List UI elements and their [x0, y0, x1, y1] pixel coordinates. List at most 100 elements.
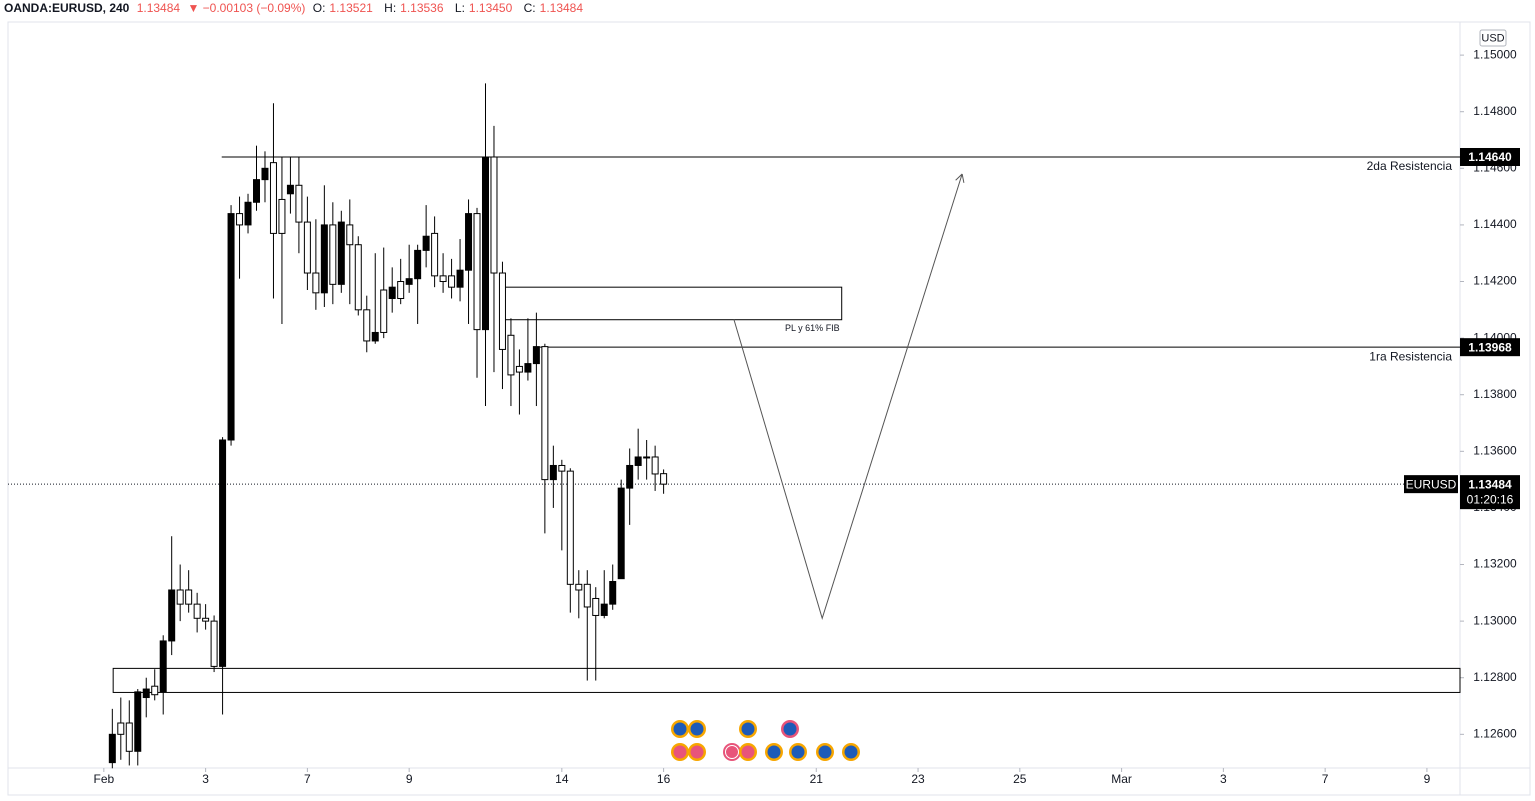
candle-body [193, 603, 201, 619]
x-tick-label: 9 [1424, 772, 1431, 786]
candle-body [278, 198, 286, 234]
candle-body [142, 688, 150, 699]
candle-body [236, 213, 244, 226]
event-icon [725, 745, 739, 759]
zone [112, 667, 1461, 693]
x-tick-label: 7 [304, 772, 311, 786]
candle-body [549, 464, 557, 481]
candle-body [439, 275, 447, 283]
candle-body [456, 269, 464, 288]
candle-body [431, 232, 439, 277]
candle-body [244, 201, 252, 226]
candle-body [643, 456, 651, 459]
event-icon [690, 745, 704, 759]
event-icon [791, 745, 805, 759]
candle-body [575, 583, 583, 591]
candle-body [219, 439, 227, 667]
candle-body [202, 617, 210, 622]
candle-body [422, 235, 430, 251]
candle-body [566, 470, 574, 585]
ohlc-high: H: 1.13536 [384, 1, 447, 15]
candle-body [269, 162, 277, 234]
y-tick-label: 1.12600 [1473, 726, 1517, 740]
y-tick-label: 1.14400 [1473, 217, 1517, 231]
x-tick-label: 16 [657, 772, 671, 786]
candle-body [151, 685, 159, 696]
candle-body [108, 733, 116, 764]
arrow-head [961, 173, 965, 183]
candle-body [515, 365, 523, 373]
event-icon [741, 745, 755, 759]
candle-body [303, 221, 311, 274]
value: 1.13521 [329, 1, 373, 15]
candle-body [397, 281, 405, 299]
candle-body [651, 456, 659, 475]
event-icon [690, 722, 704, 736]
candle-body [371, 331, 379, 342]
current-price-tag [1460, 475, 1520, 510]
candle-body [600, 603, 608, 616]
candle-body [498, 272, 506, 350]
event-icon [767, 745, 781, 759]
candle-body [312, 272, 320, 294]
candle-body [125, 722, 133, 752]
candle-body [320, 224, 328, 294]
candle-body [524, 363, 532, 373]
x-tick-label: 21 [810, 772, 824, 786]
label: H: [384, 1, 397, 15]
label: C: [523, 1, 536, 15]
y-tick-label: 1.14800 [1473, 104, 1517, 118]
x-tick-label: 25 [1013, 772, 1027, 786]
candle-body [295, 184, 303, 223]
candle-body [558, 464, 566, 472]
candle-body [660, 473, 668, 485]
symbol-tag-label: EURUSD [1406, 477, 1457, 491]
candle-body [329, 224, 337, 285]
y-tick-label: 1.13200 [1473, 557, 1517, 571]
candle-body [210, 620, 218, 667]
candle-body [626, 464, 634, 489]
frame [7, 21, 1531, 796]
symbol: OANDA:EURUSD, 240 [4, 1, 130, 15]
x-tick-label: Feb [93, 772, 114, 786]
candle-body [405, 278, 413, 285]
y-tick-label: 1.15000 [1473, 47, 1517, 61]
candle-body [159, 640, 167, 693]
x-tick-label: 7 [1322, 772, 1329, 786]
candle-body [253, 179, 261, 203]
level-name: 2da Resistencia [1367, 159, 1453, 173]
ohlc-low: L: 1.13450 [455, 1, 516, 15]
label: L: [454, 1, 465, 15]
candle-body [363, 309, 371, 342]
countdown: 01:20:16 [1467, 492, 1514, 506]
price-tag-label: 1.13968 [1468, 340, 1512, 354]
value: 1.13484 [539, 1, 584, 15]
header: OANDA:EURUSD, 240 1.13484 ▼ −0.00103 (−0… [4, 0, 591, 18]
candle-body [134, 691, 142, 752]
candle-body [592, 597, 600, 616]
candle-body [490, 156, 498, 274]
candle-body [481, 156, 489, 331]
value: 1.13536 [400, 1, 444, 15]
event-icon [783, 722, 797, 736]
candle-body [465, 213, 473, 271]
current-price-label: 1.13484 [1468, 477, 1512, 491]
price-tag-label: 1.14640 [1468, 150, 1512, 164]
event-icon [818, 745, 832, 759]
y-tick-label: 1.13000 [1473, 613, 1517, 627]
y-tick-label: 1.14200 [1473, 274, 1517, 288]
currency-box [1479, 29, 1507, 47]
last-price: 1.13484 [136, 1, 181, 15]
candle-body [473, 213, 481, 331]
ohlc-close: C: 1.13484 [524, 1, 587, 15]
event-icon [673, 745, 687, 759]
candle-body [541, 346, 549, 481]
ohlc-open: O: 1.13521 [313, 1, 377, 15]
x-tick-label: Mar [1111, 772, 1132, 786]
event-icon [741, 722, 755, 736]
price-tag [1460, 147, 1520, 166]
x-tick-label: 9 [406, 772, 413, 786]
zone [500, 286, 843, 321]
candle-body [448, 275, 456, 288]
candle-body [176, 589, 184, 605]
